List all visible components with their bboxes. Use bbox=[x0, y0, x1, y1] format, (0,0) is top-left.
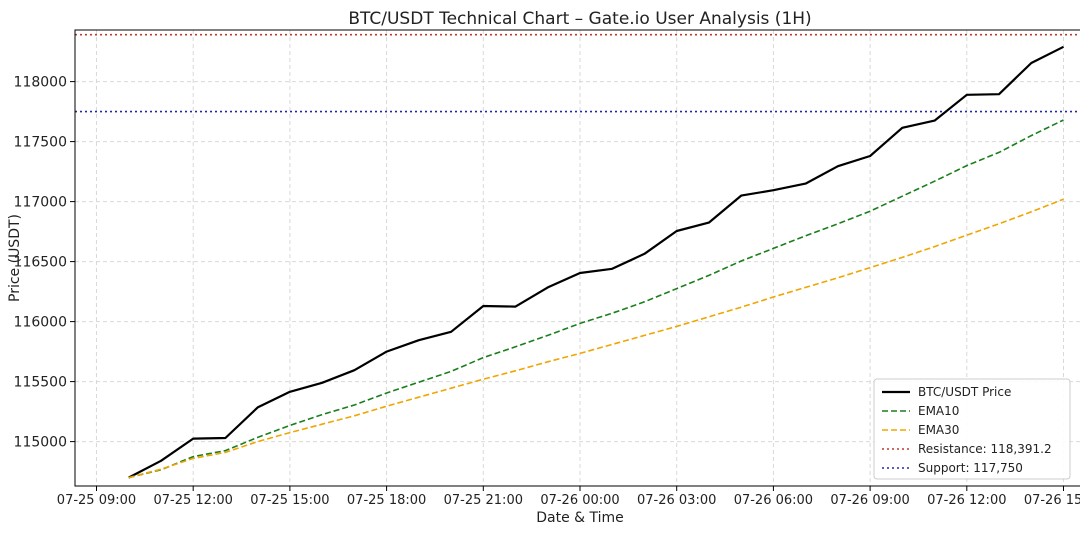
y-tick-label: 116000 bbox=[14, 315, 67, 331]
series-lines bbox=[128, 45, 1064, 479]
y-tick-label: 115500 bbox=[14, 375, 67, 391]
x-tick-label: 07-25 09:00 bbox=[57, 493, 136, 508]
legend-label: Support: 117,750 bbox=[918, 461, 1023, 475]
y-axis-ticks: 115000 115500 116000 116500 117000 117500 1180… bbox=[14, 75, 75, 451]
y-tick-label: 115000 bbox=[14, 435, 67, 451]
x-tick-label: 07-25 18:00 bbox=[347, 493, 426, 508]
x-tick-label: 07-26 15:00 bbox=[1024, 493, 1080, 508]
legend-label: Resistance: 118,391.2 bbox=[918, 442, 1052, 456]
x-tick-label: 07-25 21:00 bbox=[444, 493, 523, 508]
chart-title: BTC/USDT Technical Chart – Gate.io User … bbox=[348, 9, 811, 29]
series-line-ema30 bbox=[128, 198, 1064, 479]
x-tick-label: 07-26 03:00 bbox=[637, 493, 716, 508]
legend-box bbox=[873, 378, 1071, 480]
y-tick-label: 117000 bbox=[14, 195, 67, 211]
legend-label: EMA10 bbox=[918, 404, 959, 418]
x-tick-label: 07-26 00:00 bbox=[540, 493, 619, 508]
x-tick-label: 07-26 12:00 bbox=[927, 493, 1006, 508]
x-tick-label: 07-25 15:00 bbox=[250, 493, 329, 508]
x-axis-ticks: 07-25 09:00 07-25 12:00 07-25 15:00 07-25 1… bbox=[57, 486, 1080, 508]
x-axis-label: Date & Time bbox=[536, 510, 624, 526]
y-tick-label: 117500 bbox=[14, 135, 67, 151]
legend-label: EMA30 bbox=[918, 423, 959, 437]
series-line-btc-usdt-price bbox=[128, 45, 1064, 479]
legend: BTC/USDT Price EMA10 EMA30 Resistance: 118,… bbox=[873, 378, 1071, 480]
y-tick-label: 116500 bbox=[14, 255, 67, 271]
reference-lines bbox=[75, 33, 1080, 113]
x-tick-label: 07-26 06:00 bbox=[734, 493, 813, 508]
grid bbox=[75, 30, 1080, 486]
y-axis-label: Price (USDT) bbox=[7, 214, 23, 302]
y-tick-label: 118000 bbox=[14, 75, 67, 91]
x-tick-label: 07-26 09:00 bbox=[830, 493, 909, 508]
series-line-ema10 bbox=[128, 119, 1064, 479]
x-tick-label: 07-25 12:00 bbox=[154, 493, 233, 508]
legend-label: BTC/USDT Price bbox=[918, 385, 1011, 399]
